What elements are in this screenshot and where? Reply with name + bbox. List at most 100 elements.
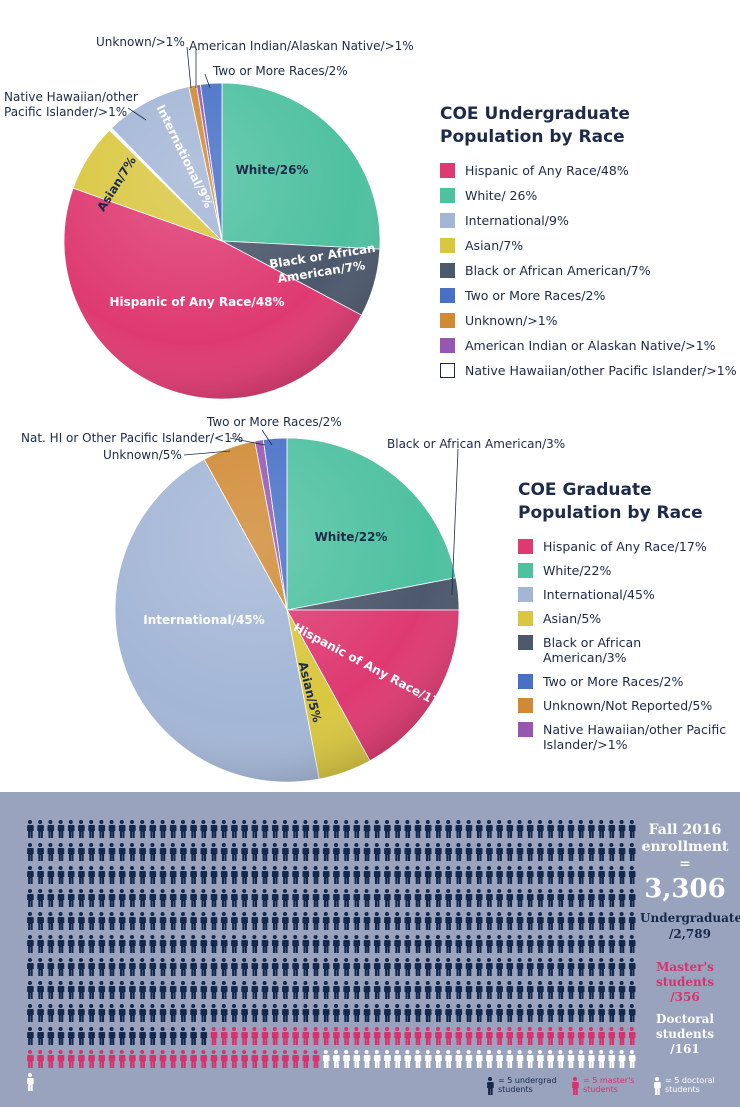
person-icon-undergrad [27,1004,34,1022]
person-icon-undergrad [312,1004,320,1022]
person-icon-undergrad [200,1027,208,1045]
person-icon-undergrad [241,889,248,907]
person-icon-masters [159,1050,167,1068]
person-icon-undergrad [37,889,44,907]
person-icon-undergrad [628,843,636,861]
person-icon-undergrad [475,866,483,884]
person-icon-undergrad [251,958,259,976]
person-icon-undergrad [251,866,259,884]
gr-legend-label: Two or More Races/2% [543,674,684,689]
person-icon-undergrad [557,889,565,907]
person-icon-masters [435,1027,442,1045]
person-icon-undergrad [200,1004,208,1022]
person-icon-undergrad [210,912,218,930]
person-icon-undergrad [159,889,167,907]
person-icon-undergrad [139,981,146,999]
person-icon-undergrad [475,958,483,976]
ug-legend-item: International/9% [440,213,737,228]
person-icon-undergrad [343,1004,350,1022]
gr-legend-item: International/45% [518,587,728,602]
person-icon-undergrad [27,981,34,999]
person-icon-undergrad [180,1004,187,1022]
person-icon-undergrad [496,1004,503,1022]
person-icon-undergrad [547,889,554,907]
person-icon-doctoral [547,1050,554,1068]
graduate-legend: Hispanic of Any Race/17% White/22% Interna… [518,539,728,761]
person-icon-undergrad [241,820,248,838]
person-icon-undergrad [588,981,595,999]
person-icon-undergrad [47,866,55,884]
person-icon-undergrad [414,889,422,907]
person-icon-masters [302,1027,310,1045]
person-icon-undergrad [27,889,34,907]
person-icon-masters [37,1050,44,1068]
person-icon-undergrad [506,958,514,976]
person-icon-undergrad [169,820,177,838]
person-icon-undergrad [57,866,65,884]
person-icon-undergrad [526,820,534,838]
ug-legend-item: Unknown/>1% [440,313,737,328]
person-icon-undergrad [384,889,391,907]
ug-pie-shading [64,83,380,399]
person-icon-undergrad [139,1004,146,1022]
person-icon-undergrad [251,889,259,907]
person-icon-undergrad [98,935,106,953]
person-icon-undergrad [88,843,95,861]
person-icon-undergrad [139,889,146,907]
person-icon-undergrad [496,820,503,838]
ug-legend-swatch [440,313,455,328]
person-icon-undergrad [139,820,146,838]
person-icon-undergrad [108,889,116,907]
person-icon-undergrad [169,1004,177,1022]
person-icon-masters [292,1027,299,1045]
person-icon-doctoral [465,1050,473,1068]
person-icon-undergrad [628,981,636,999]
person-icon-undergrad [169,843,177,861]
person-icon-undergrad [414,981,422,999]
person-icon-undergrad [577,1004,585,1022]
person-icon-undergrad [302,935,310,953]
person-icon-undergrad [292,866,299,884]
person-icon-undergrad [220,912,228,930]
person-icon-undergrad [343,889,350,907]
person-icon-undergrad [598,935,605,953]
person-icon-undergrad [414,820,422,838]
gr-legend-label: Hispanic of Any Race/17% [543,539,707,554]
person-icon-undergrad [47,981,55,999]
person-icon-undergrad [353,958,361,976]
person-icon-doctoral [353,1050,361,1068]
person-icon-undergrad [424,889,432,907]
person-icon-undergrad [424,981,432,999]
person-icon-doctoral [598,1050,605,1068]
person-icon-masters [353,1027,361,1045]
person-icon-undergrad [465,958,473,976]
person-icon-undergrad [261,866,269,884]
person-icon-undergrad [271,866,279,884]
person-icon-undergrad [557,1004,565,1022]
gr-label-unknown: Unknown/5% [103,448,182,462]
person-icon-undergrad [57,981,65,999]
person-icon-undergrad [149,866,157,884]
person-icon-undergrad [190,866,197,884]
person-icon-undergrad [363,912,371,930]
person-icon-masters [598,1027,605,1045]
person-icon-undergrad [537,843,544,861]
person-icon-masters [608,1027,616,1045]
person-icon-undergrad [506,889,514,907]
person-icon-undergrad [37,981,44,999]
person-icon-undergrad [435,958,442,976]
person-icon-undergrad [57,1027,65,1045]
person-icon-undergrad [98,889,106,907]
person-icon-undergrad [475,981,483,999]
ug-legend-item: Native Hawaiian/other Pacific Islander/>… [440,363,737,378]
person-icon-undergrad [547,912,554,930]
person-icon-undergrad [200,912,208,930]
person-icon-undergrad [292,889,299,907]
person-icon-undergrad [108,958,116,976]
person-icon-undergrad [486,889,493,907]
gr-legend-label: Black or African American/3% [543,635,642,665]
person-icon-undergrad [353,912,361,930]
person-icon-undergrad [465,1004,473,1022]
person-icon-undergrad [322,935,330,953]
person-icon-undergrad [169,981,177,999]
